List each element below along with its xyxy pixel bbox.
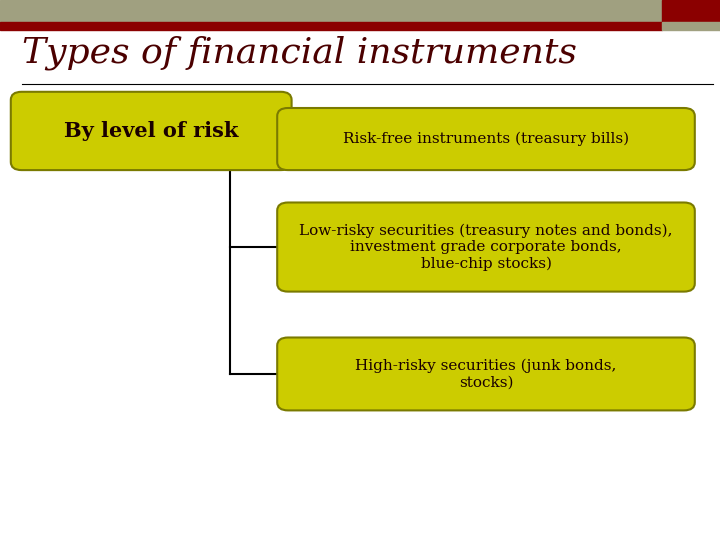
- FancyBboxPatch shape: [277, 202, 695, 292]
- Text: By level of risk: By level of risk: [64, 121, 238, 141]
- FancyBboxPatch shape: [277, 108, 695, 170]
- Bar: [662, 0, 720, 22]
- Text: Risk-free instruments (treasury bills): Risk-free instruments (treasury bills): [343, 132, 629, 146]
- Bar: [0, 0, 662, 22]
- Bar: [662, 22, 720, 30]
- Bar: [0, 22, 662, 30]
- Text: Low-risky securities (treasury notes and bonds),
investment grade corporate bond: Low-risky securities (treasury notes and…: [300, 224, 672, 271]
- Text: High-risky securities (junk bonds,
stocks): High-risky securities (junk bonds, stock…: [355, 359, 617, 389]
- FancyBboxPatch shape: [277, 338, 695, 410]
- Text: Types of financial instruments: Types of financial instruments: [22, 36, 577, 70]
- FancyBboxPatch shape: [11, 92, 292, 170]
